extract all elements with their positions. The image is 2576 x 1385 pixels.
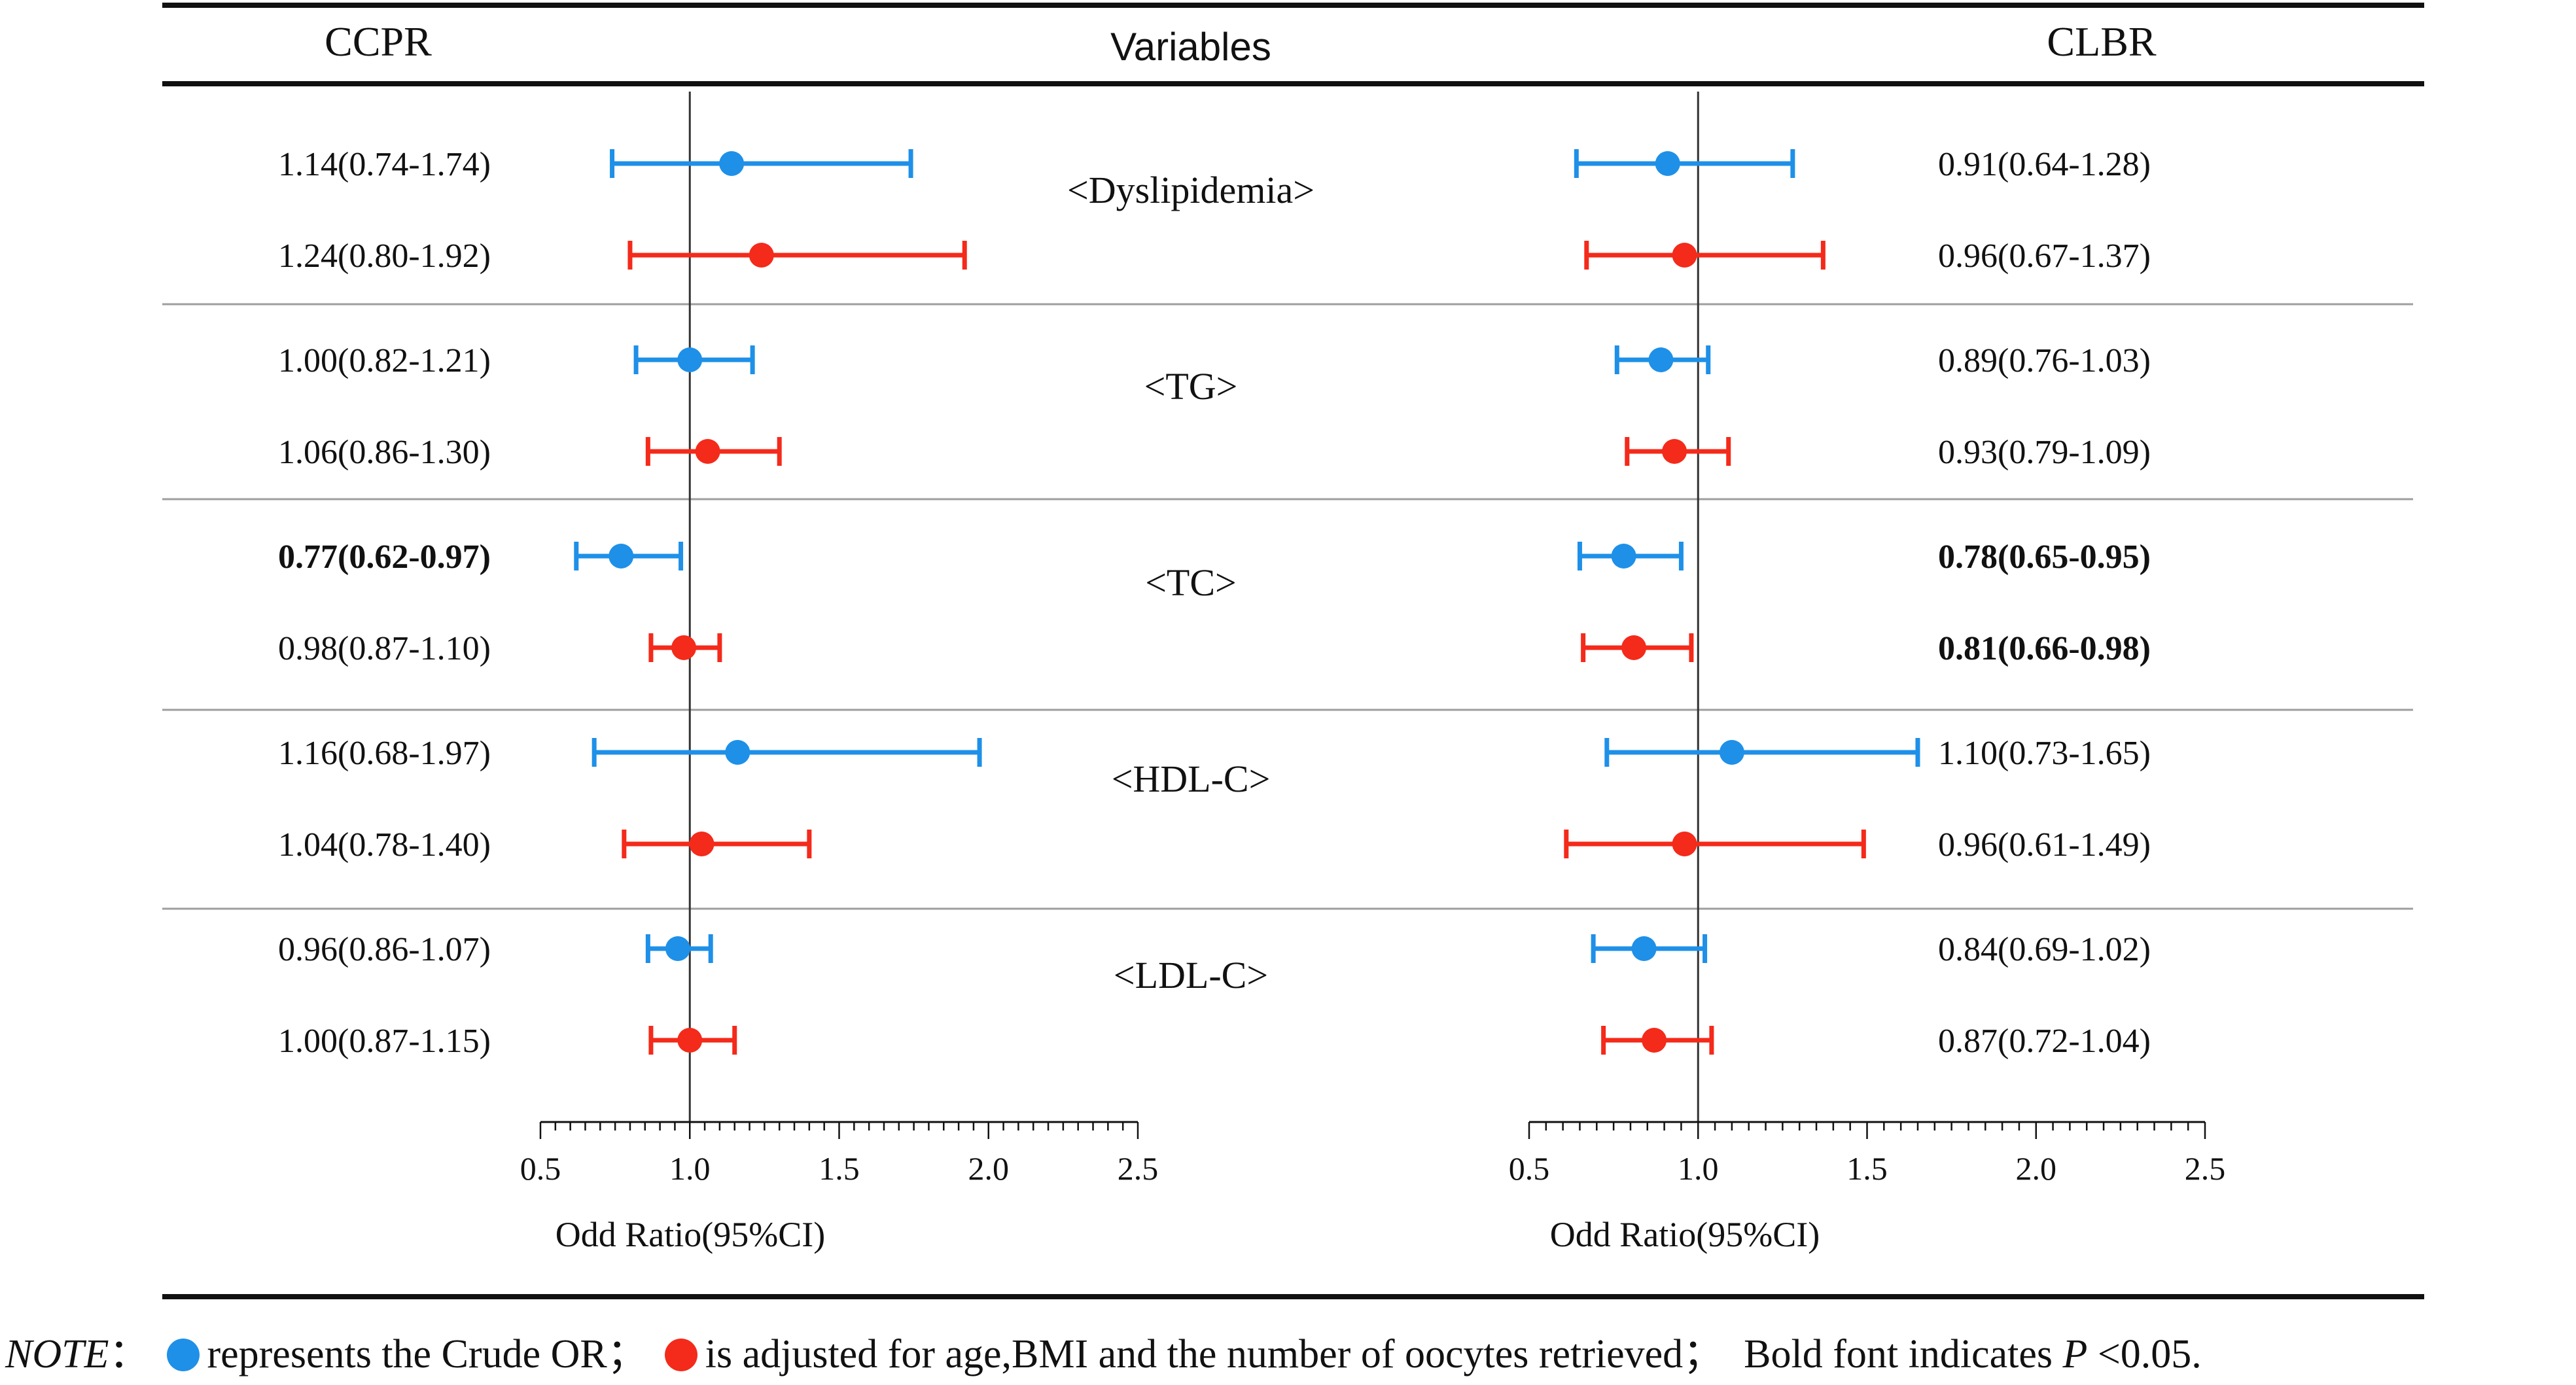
or-ci-label: 1.04(0.78-1.40) <box>278 826 491 864</box>
point-estimate <box>689 832 715 856</box>
x-axis-title: Odd Ratio(95%CI) <box>556 1215 825 1254</box>
note-bold-text: Bold font indicates <box>1744 1332 2053 1376</box>
or-ci-label: 1.00(0.82-1.21) <box>278 342 491 379</box>
x-tick-label: 2.0 <box>2016 1150 2057 1187</box>
or-ci-label: 0.78(0.65-0.95) <box>1938 538 2151 576</box>
x-tick-label: 2.5 <box>2185 1150 2226 1187</box>
clbr-row-adjusted: 0.81(0.66-0.98) <box>1581 630 2151 667</box>
point-estimate <box>677 347 703 372</box>
point-estimate <box>719 151 745 176</box>
clbr-row-crude: 0.91(0.64-1.28) <box>1574 146 2151 183</box>
ccpr-row-crude: 1.00(0.82-1.21) <box>278 342 755 379</box>
x-tick-label: 2.0 <box>968 1150 1010 1187</box>
clbr-row-adjusted: 0.87(0.72-1.04) <box>1601 1023 2151 1060</box>
clbr-row-crude: 0.78(0.65-0.95) <box>1577 538 2151 576</box>
header-ccpr: CCPR <box>325 18 432 65</box>
variable-label: <TC> <box>1145 561 1237 604</box>
clbr-row-crude: 1.10(0.73-1.65) <box>1604 735 2151 772</box>
or-ci-label: 1.24(0.80-1.92) <box>278 237 491 275</box>
or-ci-label: 0.91(0.64-1.28) <box>1938 146 2151 183</box>
clbr-row-crude: 0.84(0.69-1.02) <box>1591 931 2151 968</box>
clbr-row-adjusted: 0.96(0.61-1.49) <box>1564 826 2151 864</box>
or-ci-label: 0.81(0.66-0.98) <box>1938 630 2151 667</box>
note-colon: ： <box>109 1332 150 1376</box>
x-tick-label: 1.0 <box>669 1150 711 1187</box>
point-estimate <box>677 1028 703 1053</box>
or-ci-label: 0.77(0.62-0.97) <box>278 538 491 576</box>
point-estimate <box>609 544 634 569</box>
or-ci-label: 0.96(0.61-1.49) <box>1938 826 2151 864</box>
point-estimate <box>749 243 774 268</box>
note-prefix: NOTE <box>5 1332 109 1376</box>
legend-adjusted-text: is adjusted for age,BMI and the number o… <box>705 1332 1724 1376</box>
footnote: NOTE： represents the Crude OR； is adjusted… <box>5 1328 2202 1380</box>
ccpr-row-adjusted: 1.06(0.86-1.30) <box>278 434 782 471</box>
legend-crude-text: represents the Crude OR； <box>207 1332 648 1376</box>
point-estimate <box>1621 635 1647 660</box>
or-ci-label: 1.16(0.68-1.97) <box>278 735 491 772</box>
ccpr-row-adjusted: 1.04(0.78-1.40) <box>278 826 812 864</box>
point-estimate <box>1648 347 1674 372</box>
x-tick-label: 2.5 <box>1118 1150 1159 1187</box>
or-ci-label: 0.98(0.87-1.10) <box>278 630 491 667</box>
or-ci-label: 1.14(0.74-1.74) <box>278 146 491 183</box>
point-estimate <box>665 936 690 961</box>
legend-adjusted-dot <box>664 1339 697 1371</box>
x-tick-label: 1.5 <box>819 1150 860 1187</box>
variable-label: <LDL-C> <box>1114 954 1268 996</box>
ccpr-row-crude: 0.77(0.62-0.97) <box>278 538 684 576</box>
x-tick-label: 1.5 <box>1846 1150 1888 1187</box>
point-estimate <box>1631 936 1657 961</box>
ccpr-row-adjusted: 1.24(0.80-1.92) <box>278 237 967 275</box>
or-ci-label: 0.93(0.79-1.09) <box>1938 434 2151 471</box>
point-estimate <box>1642 1028 1667 1053</box>
or-ci-label: 1.10(0.73-1.65) <box>1938 735 2151 772</box>
x-tick-label: 0.5 <box>1509 1150 1550 1187</box>
or-ci-label: 0.84(0.69-1.02) <box>1938 931 2151 968</box>
note-p-symbol: P <box>2062 1332 2088 1376</box>
variable-label: <HDL-C> <box>1112 758 1271 800</box>
ccpr-row-adjusted: 0.98(0.87-1.10) <box>278 630 722 667</box>
header-clbr: CLBR <box>2047 18 2156 65</box>
note-p-condition: <0.05. <box>2097 1332 2202 1376</box>
point-estimate <box>695 439 720 464</box>
ccpr-row-crude: 1.16(0.68-1.97) <box>278 735 982 772</box>
clbr-row-crude: 0.89(0.76-1.03) <box>1614 342 2151 379</box>
x-axis-title: Odd Ratio(95%CI) <box>1550 1215 1820 1254</box>
point-estimate <box>1662 439 1687 464</box>
point-estimate <box>1655 151 1680 176</box>
variable-label: <TG> <box>1144 365 1238 408</box>
variable-label: <Dyslipidemia> <box>1067 169 1314 211</box>
point-estimate <box>725 740 750 765</box>
ccpr-row-adjusted: 1.00(0.87-1.15) <box>278 1023 737 1060</box>
or-ci-label: 1.06(0.86-1.30) <box>278 434 491 471</box>
or-ci-label: 0.96(0.67-1.37) <box>1938 237 2151 275</box>
point-estimate <box>1611 544 1636 569</box>
ccpr-plot: 0.5 1.0 1.5 2.0 2.5 Odd Ratio(95%CI) 1.14(0.74… <box>278 92 1158 1254</box>
legend-crude-dot <box>166 1339 200 1371</box>
or-ci-label: 1.00(0.87-1.15) <box>278 1023 491 1060</box>
clbr-row-adjusted: 0.93(0.79-1.09) <box>1625 434 2151 471</box>
or-ci-label: 0.89(0.76-1.03) <box>1938 342 2151 379</box>
clbr-row-adjusted: 0.96(0.67-1.37) <box>1584 237 2151 275</box>
point-estimate <box>671 635 697 660</box>
x-tick-label: 0.5 <box>520 1150 561 1187</box>
header-variables: Variables <box>1110 25 1271 69</box>
point-estimate <box>1672 832 1697 856</box>
point-estimate <box>1672 243 1697 268</box>
clbr-plot: 0.5 1.0 1.5 2.0 2.5 Odd Ratio(95%CI) 0.91(0.64… <box>1509 92 2226 1254</box>
or-ci-label: 0.96(0.86-1.07) <box>278 931 491 968</box>
or-ci-label: 0.87(0.72-1.04) <box>1938 1023 2151 1060</box>
ccpr-row-crude: 0.96(0.86-1.07) <box>278 931 713 968</box>
point-estimate <box>1719 740 1744 765</box>
ccpr-row-crude: 1.14(0.74-1.74) <box>278 146 913 183</box>
x-tick-label: 1.0 <box>1678 1150 1719 1187</box>
